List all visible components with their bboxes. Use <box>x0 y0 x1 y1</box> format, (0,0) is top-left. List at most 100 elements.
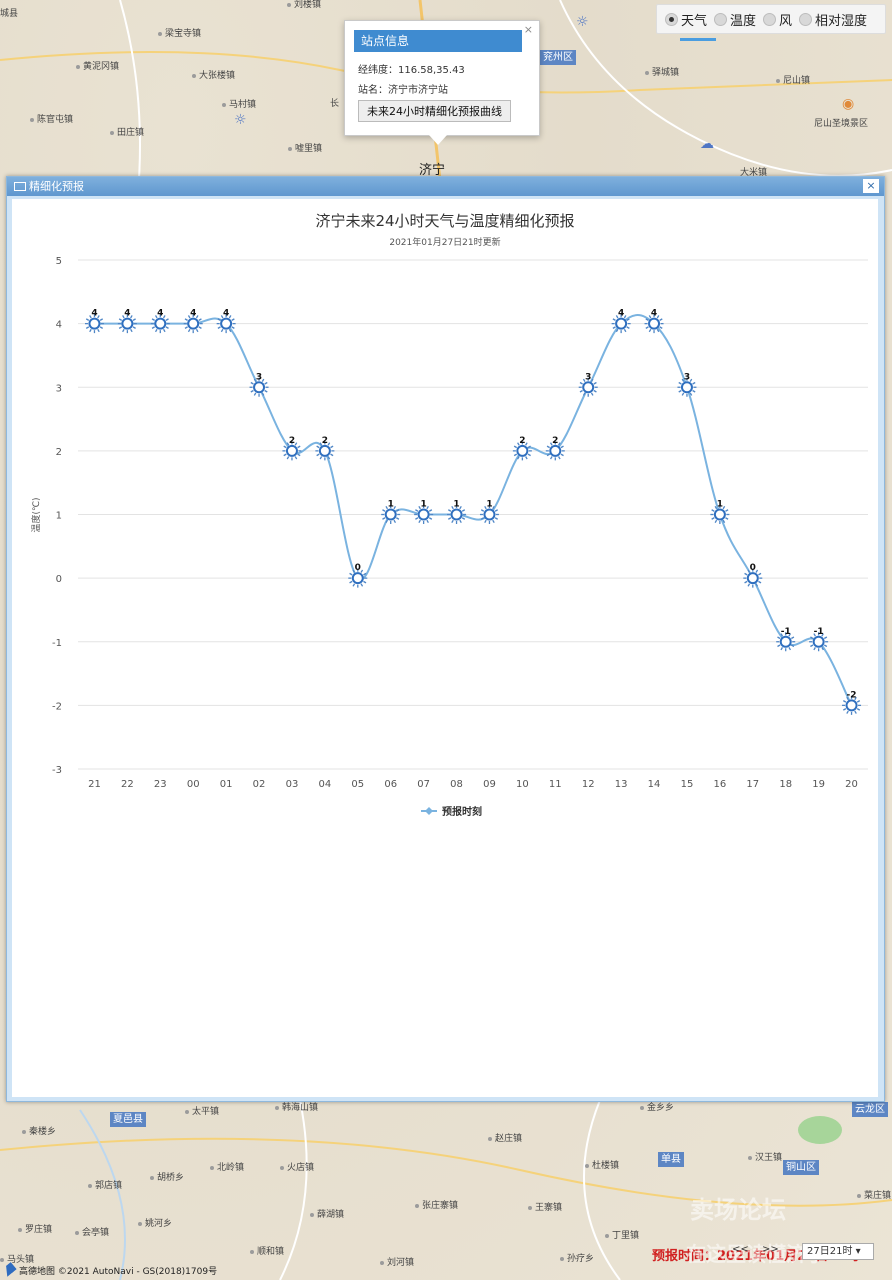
data-labels: 4 4 4 4 4 3 2 2 0 1 1 1 1 2 2 3 4 4 3 1 0 -1 -1 -2 <box>91 309 856 701</box>
place-label: 田庄镇 <box>110 125 144 138</box>
scenic-spot-icon: ◉ <box>842 96 855 112</box>
place-label: 汉王镇 <box>748 1150 782 1163</box>
x-tick-label: 00 <box>187 779 200 790</box>
prev-time-button[interactable]: << <box>732 1244 749 1255</box>
data-label: 1 <box>717 500 723 510</box>
forecast-dialog: 精细化预报 × 济宁未来24小时天气与温度精细化预报 2021年01月27日21… <box>6 176 885 1102</box>
y-tick-label: 4 <box>56 320 62 331</box>
dialog-close-button[interactable]: × <box>863 179 879 193</box>
watermark-logo: 卖场论坛 <box>690 1196 786 1224</box>
y-tick-label: 1 <box>56 511 62 522</box>
chart-grid <box>78 259 868 770</box>
layer-option-humidity[interactable]: 相对湿度 <box>799 10 867 29</box>
x-tick-label: 20 <box>845 779 858 790</box>
place-label: 黄泥冈镇 <box>76 59 119 72</box>
data-label: 1 <box>420 500 426 510</box>
place-label: 丁里镇 <box>605 1228 639 1241</box>
forecast-chart: 济宁未来24小时天气与温度精细化预报 2021年01月27日21时更新 温度(℃… <box>30 212 868 818</box>
x-tick-label: 08 <box>450 779 463 790</box>
layer-option-label: 相对湿度 <box>815 13 868 29</box>
data-label: 4 <box>124 309 130 319</box>
x-tick-label: 15 <box>681 779 694 790</box>
x-tick-label: 11 <box>549 779 562 790</box>
radio-icon[interactable] <box>714 12 728 26</box>
place-label: 嘘里镇 <box>288 141 322 154</box>
window-icon <box>14 182 26 191</box>
x-tick-label: 07 <box>417 779 430 790</box>
data-label: 1 <box>486 500 492 510</box>
x-tick-label: 18 <box>779 779 792 790</box>
layer-option-wind[interactable]: 风 <box>763 10 792 29</box>
data-label: 4 <box>651 309 657 319</box>
radio-selected-icon[interactable] <box>665 12 678 26</box>
data-label: 2 <box>289 436 295 446</box>
city-label: 济宁 <box>419 163 446 178</box>
layer-option-weather[interactable]: 天气 <box>665 10 707 29</box>
sun-icon <box>117 314 137 334</box>
series-line-path <box>94 314 853 706</box>
station-name: 站名：济宁市济宁站 <box>358 85 448 96</box>
layer-option-temperature[interactable]: 温度 <box>714 10 756 29</box>
x-tick-label: 03 <box>286 779 299 790</box>
place-label: 金乡乡 <box>640 1100 674 1113</box>
navigation-arrow-icon <box>1 1262 17 1277</box>
x-tick-label: 04 <box>319 779 332 790</box>
layer-option-label: 温度 <box>730 13 757 29</box>
x-tick-label: 23 <box>154 779 167 790</box>
sun-icon <box>447 505 467 524</box>
forecast-curve-button[interactable]: 未来24小时精细化预报曲线 <box>358 100 511 122</box>
data-label: 3 <box>256 372 262 382</box>
x-tick-label: 01 <box>220 779 233 790</box>
district-label: 兖州区 <box>540 50 576 65</box>
place-label: 驿城镇 <box>645 65 679 78</box>
place-label: 太平镇 <box>185 1104 219 1117</box>
sun-icon <box>611 314 631 334</box>
data-label: 4 <box>157 309 163 319</box>
data-label: 4 <box>223 309 229 319</box>
dialog-titlebar[interactable]: 精细化预报 <box>7 177 884 196</box>
chart-legend[interactable]: 预报时刻 <box>421 805 482 818</box>
sun-icon <box>545 441 565 461</box>
place-label: 胡桥乡 <box>150 1170 184 1183</box>
sun-icon <box>578 377 598 397</box>
map-attribution: 高德地图 ©2021 AutoNavi - GS(2018)1709号 <box>1 1262 217 1277</box>
station-info-popup: 站点信息 × 经纬度：116.58,35.43 站名：济宁市济宁站 未来24小时… <box>344 20 540 145</box>
x-tick-label: 06 <box>384 779 397 790</box>
time-select[interactable]: 27日21时 ▾ <box>802 1243 874 1260</box>
popup-title: 站点信息 <box>354 30 522 52</box>
place-label: 王寨镇 <box>528 1200 562 1213</box>
chart-subtitle: 2021年01月27日21时更新 <box>389 236 500 248</box>
x-tick-label: 12 <box>582 779 595 790</box>
data-label: 4 <box>91 309 97 319</box>
data-label: -2 <box>847 690 857 700</box>
radio-icon[interactable] <box>799 12 813 26</box>
place-label: 北岭镇 <box>210 1160 244 1173</box>
place-label: 秦楼乡 <box>22 1124 56 1137</box>
y-tick-label: -3 <box>52 765 62 776</box>
sun-icon <box>644 314 664 334</box>
sun-icon <box>479 505 499 524</box>
x-tick-label: 14 <box>648 779 661 790</box>
data-label: 2 <box>322 436 328 446</box>
cloud-icon: ☁ <box>700 136 714 152</box>
data-label: 4 <box>190 309 196 319</box>
sun-icon <box>809 632 829 652</box>
series-markers <box>84 314 862 715</box>
station-coordinates: 经纬度：116.58,35.43 <box>358 65 465 76</box>
district-label: 铜山区 <box>783 1160 819 1175</box>
popup-close-icon[interactable]: × <box>523 23 533 36</box>
radio-icon[interactable] <box>763 12 777 26</box>
x-tick-label: 19 <box>812 779 825 790</box>
data-label: 1 <box>388 500 394 510</box>
place-label: 张庄寨镇 <box>415 1198 458 1211</box>
y-tick-label: -2 <box>52 701 62 712</box>
x-tick-label: 02 <box>253 779 266 790</box>
layer-active-indicator <box>680 38 716 41</box>
data-label: 1 <box>453 500 459 510</box>
place-label: 菜庄镇 <box>857 1188 891 1201</box>
x-tick-label: 21 <box>88 779 101 790</box>
chart-panel: 济宁未来24小时天气与温度精细化预报 2021年01月27日21时更新 温度(℃… <box>12 199 878 1097</box>
x-axis-ticks: 21 22 23 00 01 02 03 04 05 06 07 08 09 10 11 12 13 14 15 16… <box>88 779 858 790</box>
layer-option-label: 风 <box>779 13 793 29</box>
next-time-button[interactable]: >> <box>762 1244 779 1255</box>
